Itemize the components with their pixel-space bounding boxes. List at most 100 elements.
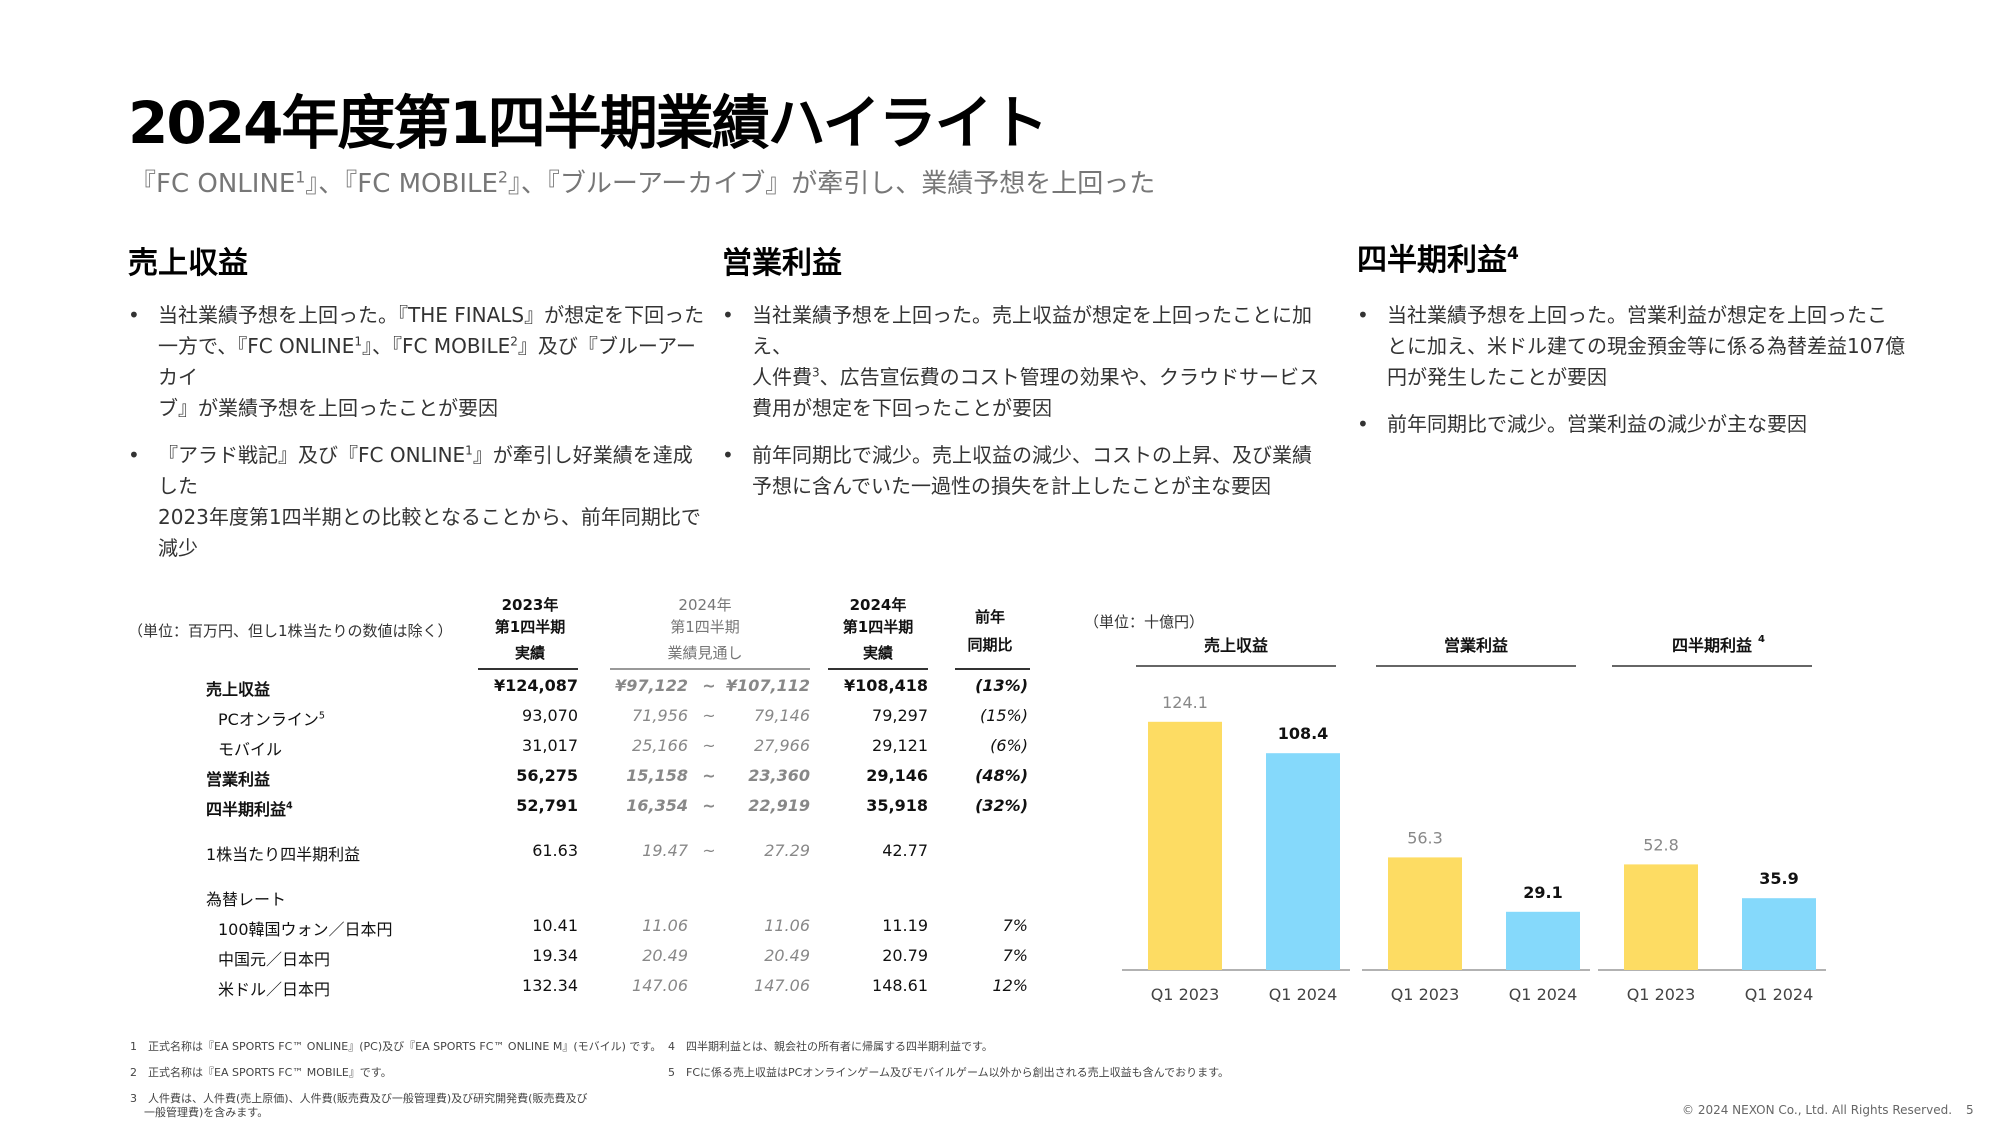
table-cell-tilde: ~ — [702, 841, 716, 860]
table-cell-tilde: ~ — [702, 706, 716, 725]
chart-category-label: Q1 2024 — [1269, 985, 1338, 1004]
revenue-heading: 売上収益 — [128, 246, 248, 281]
table-cell-2023: 132.34 — [522, 976, 578, 995]
table-cell-forecast-low: ¥97,122 — [615, 676, 688, 695]
table-cell-forecast-low: 20.49 — [642, 946, 688, 965]
chart-group-title: 営業利益 — [1444, 636, 1508, 655]
quarterly-bullet-1: 当社業績予想を上回った。営業利益が想定を上回ったことに加え、米ドル建ての現金預金… — [1357, 300, 1957, 393]
chart-data-label: 124.1 — [1162, 693, 1208, 712]
table-cell-2024: 79,297 — [872, 706, 928, 725]
operating-bullet-1: 当社業績予想を上回った。売上収益が想定を上回ったことに加え、人件費3、広告宣伝費… — [722, 300, 1342, 424]
chart-data-label: 35.9 — [1759, 869, 1798, 888]
table-cell-2024: 20.79 — [882, 946, 928, 965]
bar-chart: 売上収益 124.1 Q1 2023 108.4 Q1 2024 営業利益 56.3 Q1 2… — [1122, 634, 1826, 1004]
table-cell-forecast-high: 11.06 — [764, 916, 810, 935]
chart-group-title: 四半期利益 — [1672, 636, 1752, 655]
table-cell-2023: 56,275 — [516, 766, 578, 785]
table-cell-yoy: (15%) — [979, 706, 1028, 725]
table-header-2024: 2024年 第1四半期 実績 — [842, 596, 914, 662]
table-cell-2023: ¥124,087 — [493, 676, 578, 695]
chart-bar-q1-2023 — [1388, 857, 1462, 970]
footnote-5: 5 FCに係る売上収益はPCオンラインゲーム及びモバイルゲーム以外から創出される… — [668, 1066, 1230, 1079]
table-cell-2023: 10.41 — [532, 916, 578, 935]
table-cell-forecast-high: 23,360 — [748, 766, 810, 785]
footnote-ref: 5 — [318, 710, 325, 722]
revenue-bullets: 当社業績予想を上回った。『THE FINALS』が想定を下回った一方で、『FC … — [128, 300, 708, 580]
chart-category-label: Q1 2023 — [1627, 985, 1696, 1004]
chart-unit: （単位：十億円） — [1084, 613, 1205, 631]
table-row-label: 中国元／日本円 — [218, 950, 331, 969]
chart-data-label: 56.3 — [1407, 828, 1443, 847]
table-cell-tilde: ~ — [702, 766, 716, 785]
table-unit: （単位：百万円、但し1株当たりの数値は除く） — [128, 622, 453, 640]
table-cell-2023: 52,791 — [516, 796, 578, 815]
table-cell-forecast-low: 25,166 — [632, 736, 688, 755]
chart-group-title-sup: 4 — [1758, 634, 1765, 645]
table-cell-2023: 93,070 — [522, 706, 578, 725]
table-header-2023: 2023年 第1四半期 実績 — [494, 596, 566, 662]
table-cell-forecast-high: 20.49 — [764, 946, 810, 965]
table-cell-yoy: (13%) — [975, 676, 1028, 695]
chart-bar-q1-2024 — [1506, 911, 1580, 970]
table-cell-yoy: (32%) — [975, 796, 1028, 815]
chart-bar-q1-2023 — [1148, 721, 1222, 970]
table-cell-forecast-low: 19.47 — [642, 841, 688, 860]
chart-group-title: 売上収益 — [1204, 636, 1268, 655]
table-cell-forecast-low: 15,158 — [626, 766, 688, 785]
copyright: © 2024 NEXON Co., Ltd. All Rights Reserv… — [1682, 1103, 1953, 1117]
table-cell-forecast-high: 79,146 — [754, 706, 810, 725]
page-number: 5 — [1966, 1103, 1974, 1117]
table-cell-yoy: (6%) — [990, 736, 1028, 755]
table-cell-2023: 61.63 — [532, 841, 578, 860]
chart-category-label: Q1 2024 — [1509, 985, 1578, 1004]
chart-data-label: 108.4 — [1278, 724, 1329, 743]
table-cell-tilde: ~ — [702, 736, 716, 755]
chart-bar-q1-2024 — [1742, 898, 1816, 970]
table-cell-forecast-low: 11.06 — [642, 916, 688, 935]
chart-category-label: Q1 2024 — [1745, 985, 1814, 1004]
table-cell-2024: 29,146 — [866, 766, 928, 785]
table-row-label: 四半期利益4 — [206, 800, 293, 819]
table-cell-2023: 31,017 — [522, 736, 578, 755]
table-cell-forecast-high: 27,966 — [754, 736, 810, 755]
chart-category-label: Q1 2023 — [1151, 985, 1220, 1004]
chart-data-label: 52.8 — [1643, 835, 1679, 854]
quarterly-heading: 四半期利益4 — [1357, 243, 1519, 278]
quarterly-bullet-2: 前年同期比で減少。営業利益の減少が主な要因 — [1357, 409, 1957, 440]
quarterly-bullets: 当社業績予想を上回った。営業利益が想定を上回ったことに加え、米ドル建ての現金預金… — [1357, 300, 1957, 456]
table-cell-2024: 29,121 — [872, 736, 928, 755]
footnote-3: 3 人件費は、人件費(売上原価)、人件費(販売費及び一般管理費)及び研究開発費(… — [130, 1092, 588, 1119]
table-cell-forecast-high: 27.29 — [764, 841, 810, 860]
table-cell-yoy: 7% — [1002, 916, 1028, 935]
table-cell-2023: 19.34 — [532, 946, 578, 965]
table-cell-2024: 11.19 — [882, 916, 928, 935]
operating-bullets: 当社業績予想を上回った。売上収益が想定を上回ったことに加え、人件費3、広告宣伝費… — [722, 300, 1342, 518]
operating-heading: 営業利益 — [722, 246, 842, 281]
table-row-label: 為替レート — [206, 890, 287, 909]
table-cell-forecast-high: ¥107,112 — [725, 676, 810, 695]
table-cell-yoy: 12% — [992, 976, 1028, 995]
footnote-1: 1 正式名称は『EA SPORTS FC™ ONLINE』(PC)及び『EA S… — [130, 1040, 662, 1053]
table-cell-2024: 35,918 — [866, 796, 928, 815]
table-row-label: 1株当たり四半期利益 — [206, 845, 361, 864]
table-row-label: PCオンライン5 — [218, 710, 325, 729]
operating-bullet-2: 前年同期比で減少。売上収益の減少、コストの上昇、及び業績予想に含んでいた一過性の… — [722, 440, 1342, 502]
footnote-2: 2 正式名称は『EA SPORTS FC™ MOBILE』です。 — [130, 1066, 392, 1079]
chart-bar-q1-2024 — [1266, 753, 1340, 970]
table-row-label: 米ドル／日本円 — [218, 980, 331, 999]
table-row-label: モバイル — [218, 740, 283, 759]
table-cell-2024: 148.61 — [872, 976, 928, 995]
footnote-ref: 4 — [286, 800, 293, 812]
table-cell-yoy: (48%) — [975, 766, 1028, 785]
chart-category-label: Q1 2023 — [1391, 985, 1460, 1004]
table-cell-forecast-high: 147.06 — [754, 976, 810, 995]
table-cell-tilde: ~ — [702, 676, 716, 695]
revenue-bullet-1: 当社業績予想を上回った。『THE FINALS』が想定を下回った一方で、『FC … — [128, 300, 708, 424]
table-header-yoy: 前年 同期比 — [967, 608, 1013, 654]
table-cell-forecast-low: 147.06 — [632, 976, 688, 995]
table-cell-forecast-high: 22,919 — [748, 796, 810, 815]
chart-bar-q1-2023 — [1624, 864, 1698, 970]
table-row-label: 営業利益 — [206, 770, 271, 789]
footnote-4: 4 四半期利益とは、親会社の所有者に帰属する四半期利益です。 — [668, 1040, 993, 1053]
table-row-label: 売上収益 — [206, 680, 271, 699]
